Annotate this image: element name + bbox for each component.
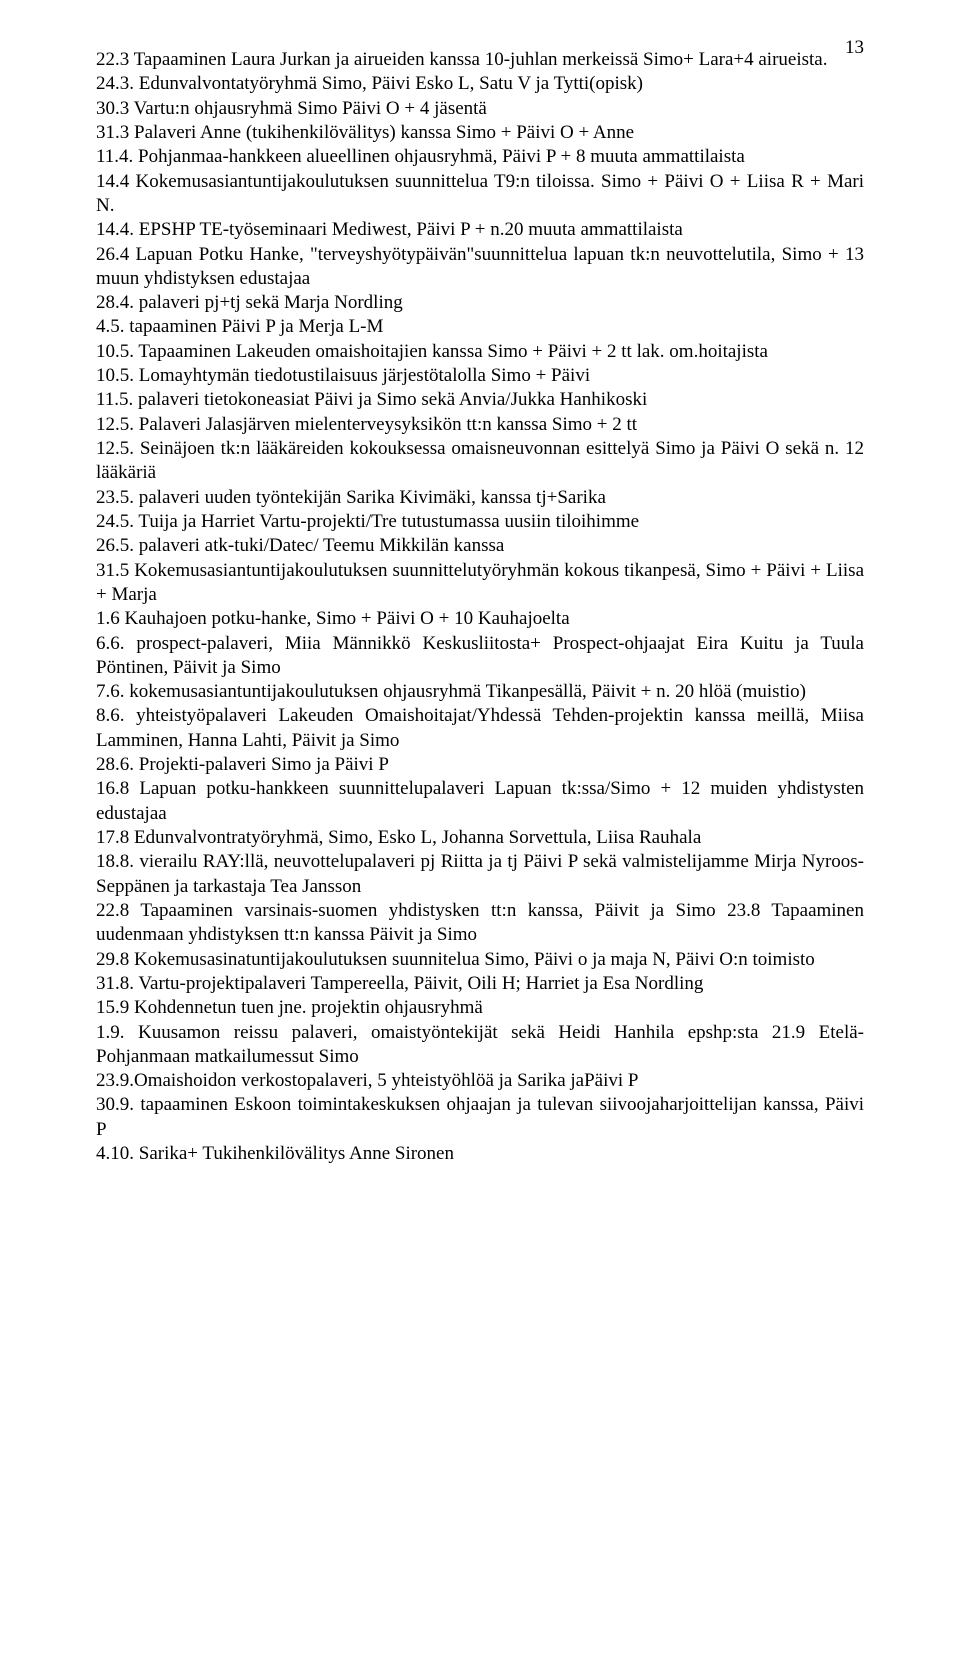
log-entry: 28.4. palaveri pj+tj sekä Marja Nordling (96, 291, 864, 315)
log-entry: 29.8 Kokemusasinatuntijakoulutuksen suun… (96, 948, 864, 972)
log-entry: 4.10. Sarika+ Tukihenkilövälitys Anne Si… (96, 1142, 864, 1166)
log-entry: 12.5. Seinäjoen tk:n lääkäreiden kokouks… (96, 437, 864, 486)
log-entry: 31.3 Palaveri Anne (tukihenkilövälitys) … (96, 121, 864, 145)
log-entry: 23.5. palaveri uuden työntekijän Sarika … (96, 486, 864, 510)
log-entry: 26.5. palaveri atk-tuki/Datec/ Teemu Mik… (96, 534, 864, 558)
log-entry: 10.5. Tapaaminen Lakeuden omaishoitajien… (96, 340, 864, 364)
log-entry: 22.8 Tapaaminen varsinais-suomen yhdisty… (96, 899, 864, 948)
document-page: 13 22.3 Tapaaminen Laura Jurkan ja airue… (0, 0, 960, 1657)
log-entry: 4.5. tapaaminen Päivi P ja Merja L-M (96, 315, 864, 339)
log-entry: 17.8 Edunvalvontratyöryhmä, Simo, Esko L… (96, 826, 864, 850)
page-number: 13 (845, 36, 864, 60)
log-entry: 18.8. vierailu RAY:llä, neuvottelupalave… (96, 850, 864, 899)
log-entry: 12.5. Palaveri Jalasjärven mielenterveys… (96, 413, 864, 437)
log-entry: 30.3 Vartu:n ohjausryhmä Simo Päivi O + … (96, 97, 864, 121)
log-entry: 11.5. palaveri tietokoneasiat Päivi ja S… (96, 388, 864, 412)
log-entry: 24.3. Edunvalvontatyöryhmä Simo, Päivi E… (96, 72, 864, 96)
log-entry: 28.6. Projekti-palaveri Simo ja Päivi P (96, 753, 864, 777)
log-entry: 16.8 Lapuan potku-hankkeen suunnittelupa… (96, 777, 864, 826)
entry-list: 22.3 Tapaaminen Laura Jurkan ja airueide… (96, 48, 864, 1166)
log-entry: 7.6. kokemusasiantuntijakoulutuksen ohja… (96, 680, 864, 704)
log-entry: 31.8. Vartu-projektipalaveri Tampereella… (96, 972, 864, 996)
log-entry: 6.6. prospect-palaveri, Miia Männikkö Ke… (96, 632, 864, 681)
log-entry: 14.4. EPSHP TE-työseminaari Mediwest, Pä… (96, 218, 864, 242)
log-entry: 30.9. tapaaminen Eskoon toimintakeskukse… (96, 1093, 864, 1142)
log-entry: 1.6 Kauhajoen potku-hanke, Simo + Päivi … (96, 607, 864, 631)
log-entry: 1.9. Kuusamon reissu palaveri, omaistyön… (96, 1021, 864, 1070)
log-entry: 11.4. Pohjanmaa-hankkeen alueellinen ohj… (96, 145, 864, 169)
log-entry: 10.5. Lomayhtymän tiedotustilaisuus järj… (96, 364, 864, 388)
log-entry: 8.6. yhteistyöpalaveri Lakeuden Omaishoi… (96, 704, 864, 753)
log-entry: 15.9 Kohdennetun tuen jne. projektin ohj… (96, 996, 864, 1020)
log-entry: 31.5 Kokemusasiantuntijakoulutuksen suun… (96, 559, 864, 608)
log-entry: 23.9.Omaishoidon verkostopalaveri, 5 yht… (96, 1069, 864, 1093)
log-entry: 22.3 Tapaaminen Laura Jurkan ja airueide… (96, 48, 864, 72)
log-entry: 14.4 Kokemusasiantuntijakoulutuksen suun… (96, 170, 864, 219)
log-entry: 24.5. Tuija ja Harriet Vartu-projekti/Tr… (96, 510, 864, 534)
log-entry: 26.4 Lapuan Potku Hanke, "terveyshyötypä… (96, 243, 864, 292)
